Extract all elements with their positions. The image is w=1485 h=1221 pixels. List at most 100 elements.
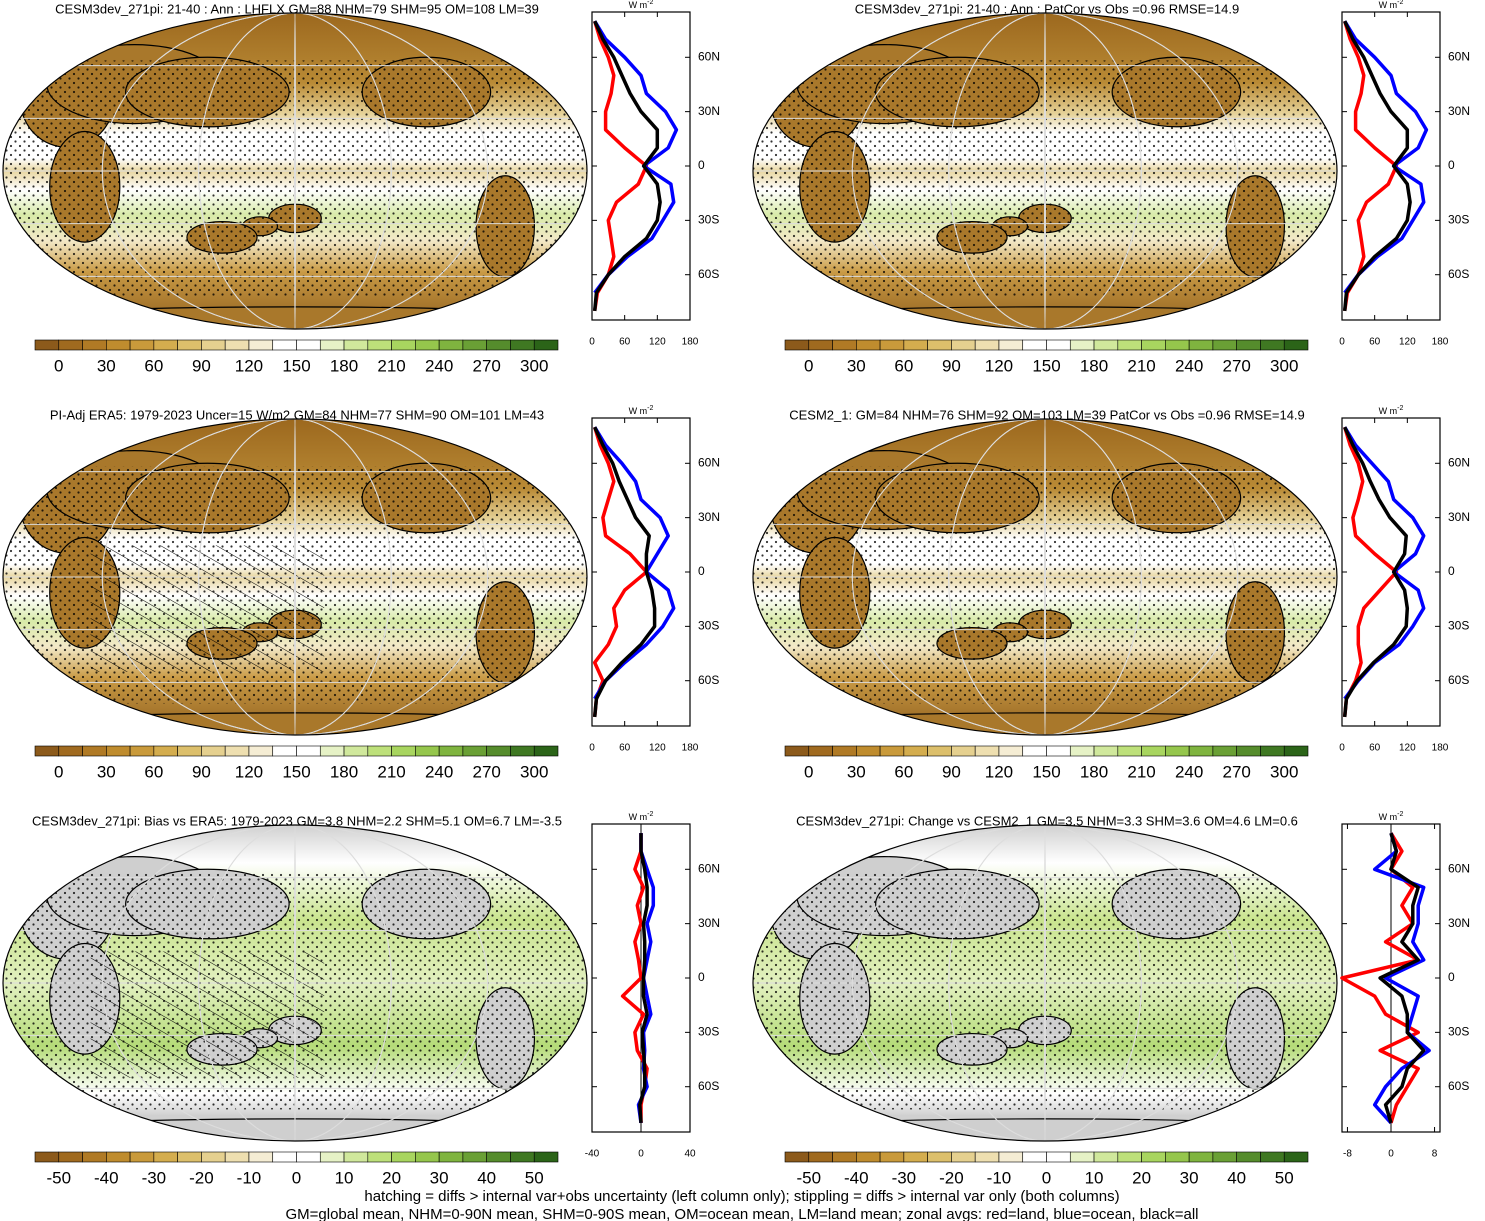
colorbar-label: 150 (282, 356, 310, 375)
colorbar-swatch (153, 339, 178, 351)
colorbar-label: 50 (525, 1168, 544, 1187)
colorbar-swatch (153, 1151, 178, 1163)
colorbar-swatch (248, 1151, 274, 1163)
y-tick-label: 30N (1448, 510, 1470, 524)
colorbar-swatch (1283, 1151, 1309, 1163)
colorbar-swatch (1212, 1151, 1237, 1163)
y-tick-label: 0 (698, 970, 705, 984)
colorbar-swatch (1117, 339, 1142, 351)
colorbar-label: 40 (477, 1168, 496, 1187)
graticule (1044, 825, 1046, 1141)
colorbar-swatch (1046, 745, 1071, 757)
y-tick-label: 30N (698, 510, 720, 524)
colorbar-swatch (462, 745, 487, 757)
colorbar-label: 30 (430, 1168, 449, 1187)
colorbar-swatch (319, 339, 345, 351)
colorbar-label: 30 (97, 356, 116, 375)
y-tick-label: 0 (1448, 564, 1455, 578)
colorbar-swatch (391, 1151, 416, 1163)
colorbar-label: 0 (54, 762, 63, 781)
colorbar-swatch (58, 1151, 83, 1163)
colorbar-swatch (998, 745, 1024, 757)
y-tick-label: 0 (698, 158, 705, 172)
colorbar-swatch (1188, 339, 1214, 351)
hatching (90, 951, 325, 1078)
colorbar-label: 0 (1042, 1168, 1051, 1187)
colorbar-swatch (367, 339, 392, 351)
colorbar-swatch (415, 339, 440, 351)
colorbar-swatch (1141, 339, 1166, 351)
y-tick-label: 60S (1448, 1079, 1469, 1093)
colorbar-label: 180 (330, 356, 358, 375)
x-tick-label: 60 (619, 337, 631, 348)
zonal-line (638, 833, 649, 1124)
units: W m (1379, 812, 1398, 822)
colorbar-swatch (438, 745, 464, 757)
y-tick-label: 60N (1448, 455, 1470, 469)
colorbar-label: -30 (142, 1168, 167, 1187)
colorbar-label: 0 (54, 356, 63, 375)
colorbar-swatch (129, 745, 155, 757)
y-tick-label: 30S (698, 1025, 719, 1039)
y-tick-label: 60N (1448, 49, 1470, 63)
graticule (1044, 419, 1046, 735)
colorbar-swatch (1212, 745, 1237, 757)
y-tick-label: 30N (698, 104, 720, 118)
colorbar-swatch (879, 1151, 905, 1163)
colorbar-swatch (1188, 1151, 1214, 1163)
colorbar-label: 60 (894, 356, 913, 375)
colorbar-swatch (1283, 745, 1309, 757)
units-label: W m-2 (1379, 811, 1404, 823)
colorbar-label: 210 (1127, 356, 1155, 375)
map (2, 824, 588, 1142)
colorbar-label: -20 (939, 1168, 964, 1187)
colorbar-swatch (272, 339, 297, 351)
graticule (948, 825, 1142, 1141)
colorbar-label: 150 (1032, 356, 1060, 375)
colorbar-label: 300 (1270, 762, 1298, 781)
y-tick-label: 60S (698, 1079, 719, 1093)
footnote: hatching = diffs > internal var+obs unce… (364, 1188, 1119, 1205)
colorbar-label: 240 (1175, 356, 1203, 375)
colorbar-swatch (903, 1151, 928, 1163)
colorbar-swatch (784, 745, 810, 757)
colorbar-swatch (808, 339, 833, 351)
colorbar-label: 10 (1085, 1168, 1104, 1187)
colorbar-swatch (1212, 339, 1237, 351)
colorbar-swatch (391, 339, 416, 351)
colorbar-swatch (177, 1151, 202, 1163)
colorbar-label: 180 (1080, 356, 1108, 375)
colorbar-label: 90 (942, 762, 961, 781)
colorbar-swatch (1069, 745, 1095, 757)
colorbar-swatch (82, 339, 107, 351)
colorbar-label: 210 (377, 356, 405, 375)
footnote: GM=global mean, NHM=0-90N mean, SHM=0-90… (285, 1206, 1198, 1221)
colorbar-swatch (82, 745, 107, 757)
units: W m (629, 0, 648, 10)
colorbar-label: -50 (796, 1168, 821, 1187)
colorbar-swatch (1165, 1151, 1190, 1163)
colorbar-swatch (248, 745, 274, 757)
units-label: W m-2 (629, 405, 654, 417)
colorbar-label: 90 (192, 762, 211, 781)
units: W m (629, 812, 648, 822)
colorbar-label: 20 (1132, 1168, 1151, 1187)
x-tick-label: 120 (649, 743, 666, 754)
y-tick-label: 30N (698, 916, 720, 930)
units-label: W m-2 (1379, 405, 1404, 417)
colorbar-swatch (82, 1151, 107, 1163)
x-tick-label: 120 (649, 337, 666, 348)
colorbar-label: 300 (520, 356, 548, 375)
colorbar-label: 210 (1127, 762, 1155, 781)
graticule (1044, 13, 1046, 329)
colorbar-swatch (224, 1151, 250, 1163)
colorbar-swatch (1093, 1151, 1119, 1163)
graticule (294, 13, 296, 329)
y-tick-label: 60N (698, 861, 720, 875)
colorbar-label: 20 (382, 1168, 401, 1187)
colorbar-label: -10 (987, 1168, 1012, 1187)
colorbar-label: 270 (1222, 356, 1250, 375)
colorbar-swatch (856, 1151, 881, 1163)
colorbar-swatch (832, 339, 857, 351)
graticule (851, 419, 1239, 735)
